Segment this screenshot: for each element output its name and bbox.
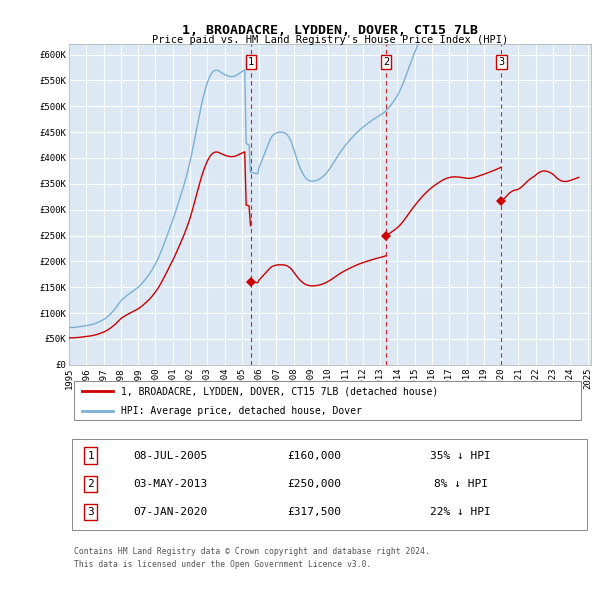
- Text: 07-JAN-2020: 07-JAN-2020: [134, 507, 208, 517]
- Text: 1, BROADACRE, LYDDEN, DOVER, CT15 7LB (detached house): 1, BROADACRE, LYDDEN, DOVER, CT15 7LB (d…: [121, 386, 439, 396]
- 1, BROADACRE, LYDDEN, DOVER, CT15 7LB (detached house): [235, 151, 242, 158]
- Line: 1, BROADACRE, LYDDEN, DOVER, CT15 7LB (detached house): 1, BROADACRE, LYDDEN, DOVER, CT15 7LB (d…: [69, 152, 250, 338]
- Text: 08-JUL-2005: 08-JUL-2005: [134, 451, 208, 461]
- 1, BROADACRE, LYDDEN, DOVER, CT15 7LB (detached house): [175, 244, 182, 251]
- FancyBboxPatch shape: [71, 438, 587, 530]
- 1, BROADACRE, LYDDEN, DOVER, CT15 7LB (detached house): [68, 335, 76, 342]
- Text: 1: 1: [88, 451, 94, 461]
- 1, BROADACRE, LYDDEN, DOVER, CT15 7LB (detached house): [220, 151, 227, 158]
- FancyBboxPatch shape: [74, 381, 581, 421]
- 1, BROADACRE, LYDDEN, DOVER, CT15 7LB (detached house): [172, 251, 179, 258]
- 1, BROADACRE, LYDDEN, DOVER, CT15 7LB (detached house): [247, 222, 254, 230]
- Text: 22% ↓ HPI: 22% ↓ HPI: [430, 507, 491, 517]
- Text: 35% ↓ HPI: 35% ↓ HPI: [430, 451, 491, 461]
- Text: 2: 2: [383, 57, 389, 67]
- Text: HPI: Average price, detached house, Dover: HPI: Average price, detached house, Dove…: [121, 407, 362, 417]
- Text: Price paid vs. HM Land Registry's House Price Index (HPI): Price paid vs. HM Land Registry's House …: [152, 35, 508, 45]
- 1, BROADACRE, LYDDEN, DOVER, CT15 7LB (detached house): [182, 227, 189, 234]
- 1, BROADACRE, LYDDEN, DOVER, CT15 7LB (detached house): [76, 334, 83, 341]
- Text: 1, BROADACRE, LYDDEN, DOVER, CT15 7LB: 1, BROADACRE, LYDDEN, DOVER, CT15 7LB: [182, 24, 478, 37]
- Text: 3: 3: [88, 507, 94, 517]
- Text: £250,000: £250,000: [287, 478, 341, 489]
- Text: 1: 1: [248, 57, 254, 67]
- Text: Contains HM Land Registry data © Crown copyright and database right 2024.
This d: Contains HM Land Registry data © Crown c…: [74, 547, 430, 569]
- Text: 3: 3: [499, 57, 505, 67]
- Text: 03-MAY-2013: 03-MAY-2013: [134, 478, 208, 489]
- Text: 2: 2: [88, 478, 94, 489]
- 1, BROADACRE, LYDDEN, DOVER, CT15 7LB (detached house): [241, 148, 248, 155]
- Text: 8% ↓ HPI: 8% ↓ HPI: [433, 478, 487, 489]
- Text: £160,000: £160,000: [287, 451, 341, 461]
- Text: £317,500: £317,500: [287, 507, 341, 517]
- 1, BROADACRE, LYDDEN, DOVER, CT15 7LB (detached house): [65, 335, 73, 342]
